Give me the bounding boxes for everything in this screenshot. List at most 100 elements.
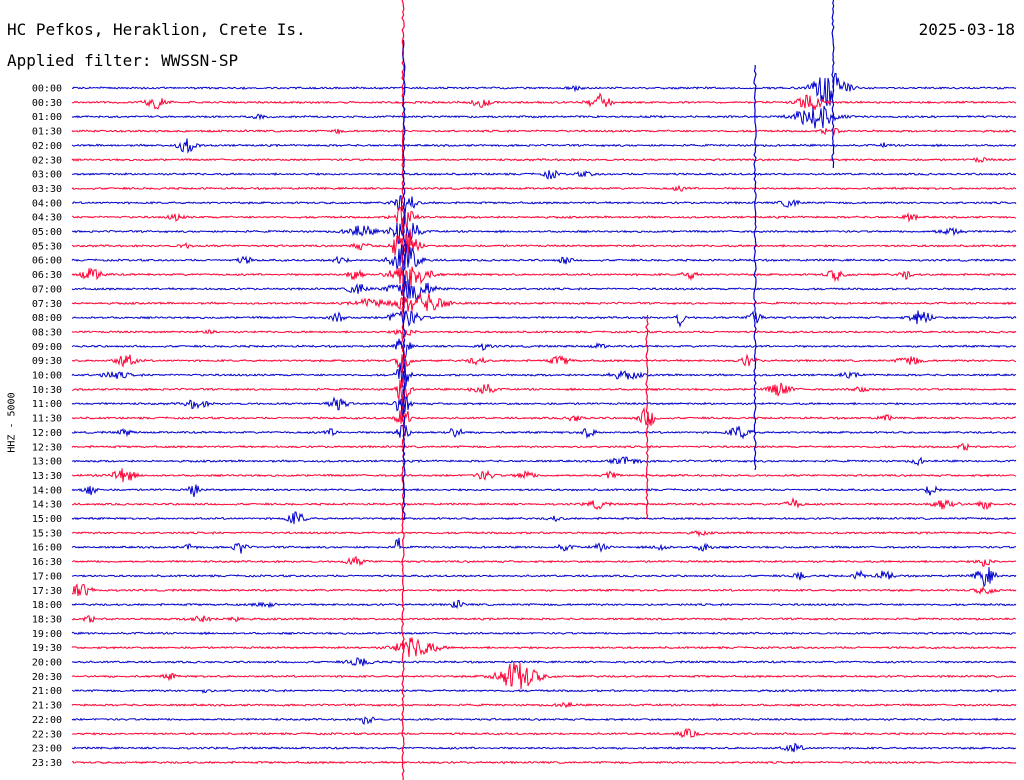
row-time-label: 03:30 xyxy=(32,184,62,195)
trace-row xyxy=(71,338,1017,360)
station-title: HC Pefkos, Heraklion, Crete Is. xyxy=(7,20,306,39)
trace-row xyxy=(71,222,1017,245)
row-time-label: 13:30 xyxy=(32,471,62,482)
row-time-label: 21:00 xyxy=(32,686,62,697)
trace-row xyxy=(71,194,1017,214)
row-time-label: 02:30 xyxy=(32,155,62,166)
row-time-label: 17:00 xyxy=(32,571,62,582)
trace-row xyxy=(71,599,1017,610)
record-date: 2025-03-18 xyxy=(918,20,1015,39)
trace-row xyxy=(71,328,1017,338)
row-time-label: 05:30 xyxy=(32,241,62,252)
trace-row xyxy=(71,184,1017,192)
trace-row xyxy=(71,243,1017,277)
row-time-label: 11:30 xyxy=(32,414,62,425)
row-time-label: 17:30 xyxy=(32,586,62,597)
row-time-label: 06:30 xyxy=(32,270,62,281)
row-time-label: 03:00 xyxy=(32,170,62,181)
row-time-label: 20:00 xyxy=(32,658,62,669)
trace-row xyxy=(71,72,1017,107)
row-time-label: 19:30 xyxy=(32,643,62,654)
trace-row xyxy=(71,292,1017,312)
trace-row xyxy=(71,266,1017,290)
event-spike xyxy=(402,39,406,521)
trace-row xyxy=(71,742,1017,753)
trace-row xyxy=(71,555,1017,567)
row-time-label: 04:00 xyxy=(32,198,62,209)
row-time-label: 02:00 xyxy=(32,141,62,152)
row-time-label: 08:00 xyxy=(32,313,62,324)
trace-row xyxy=(71,631,1017,636)
row-time-label: 20:30 xyxy=(32,672,62,683)
row-time-label: 13:00 xyxy=(32,457,62,468)
row-time-label: 14:30 xyxy=(32,500,62,511)
row-time-label: 04:30 xyxy=(32,213,62,224)
row-time-label: 01:00 xyxy=(32,112,62,123)
trace-row xyxy=(71,279,1017,301)
trace-row xyxy=(71,379,1017,405)
trace-row xyxy=(71,688,1017,694)
trace-row xyxy=(71,760,1017,765)
row-time-label: 06:00 xyxy=(32,256,62,267)
event-spike xyxy=(645,314,649,520)
trace-row xyxy=(71,583,1017,596)
trace-row xyxy=(71,484,1017,498)
row-time-label: 11:00 xyxy=(32,399,62,410)
row-time-label: 09:00 xyxy=(32,342,62,353)
trace-row xyxy=(71,657,1017,667)
trace-row xyxy=(71,388,1017,418)
trace-row xyxy=(71,92,1017,110)
trace-row xyxy=(71,537,1017,554)
row-time-label: 07:30 xyxy=(32,299,62,310)
trace-row xyxy=(71,615,1017,623)
trace-row xyxy=(71,351,1017,373)
row-time-label: 00:00 xyxy=(32,84,62,95)
row-time-label: 00:30 xyxy=(32,98,62,109)
row-time-label: 23:00 xyxy=(32,744,62,755)
trace-row xyxy=(71,138,1017,154)
trace-row xyxy=(71,511,1017,525)
row-time-label: 15:30 xyxy=(32,528,62,539)
trace-row xyxy=(71,442,1017,451)
channel-axis-label: HHZ - 5000 xyxy=(6,392,18,453)
trace-row xyxy=(71,567,1017,588)
trace-row xyxy=(71,529,1017,538)
row-time-label: 10:00 xyxy=(32,371,62,382)
row-time-label: 01:30 xyxy=(32,127,62,138)
row-time-label: 07:00 xyxy=(32,284,62,295)
row-time-label: 10:30 xyxy=(32,385,62,396)
row-time-label: 15:00 xyxy=(32,514,62,525)
row-time-label: 08:30 xyxy=(32,327,62,338)
trace-row xyxy=(71,456,1017,467)
trace-row xyxy=(71,496,1017,511)
trace-row xyxy=(71,169,1017,180)
trace-row xyxy=(71,406,1017,429)
trace-row xyxy=(71,128,1017,136)
row-time-label: 05:00 xyxy=(32,227,62,238)
row-time-label: 22:30 xyxy=(32,729,62,740)
trace-row xyxy=(71,637,1017,658)
trace-row xyxy=(71,361,1017,389)
trace-row xyxy=(71,662,1017,690)
row-time-label: 14:00 xyxy=(32,485,62,496)
row-time-label: 18:00 xyxy=(32,600,62,611)
row-time-label: 12:30 xyxy=(32,442,62,453)
row-time-label: 23:30 xyxy=(32,758,62,769)
row-time-label: 21:30 xyxy=(32,701,62,712)
row-time-label: 12:00 xyxy=(32,428,62,439)
trace-row xyxy=(71,105,1017,129)
trace-row xyxy=(71,727,1017,739)
row-time-label: 19:00 xyxy=(32,629,62,640)
trace-row xyxy=(71,156,1017,164)
trace-row xyxy=(71,701,1017,709)
row-time-label: 22:00 xyxy=(32,715,62,726)
row-time-label: 16:30 xyxy=(32,557,62,568)
trace-row xyxy=(71,468,1017,483)
trace-row xyxy=(71,424,1017,440)
row-time-label: 09:30 xyxy=(32,356,62,367)
applied-filter-label: Applied filter: WWSSN-SP xyxy=(7,51,239,70)
event-spike xyxy=(831,0,835,169)
trace-row xyxy=(71,206,1017,230)
event-spike xyxy=(753,64,757,471)
